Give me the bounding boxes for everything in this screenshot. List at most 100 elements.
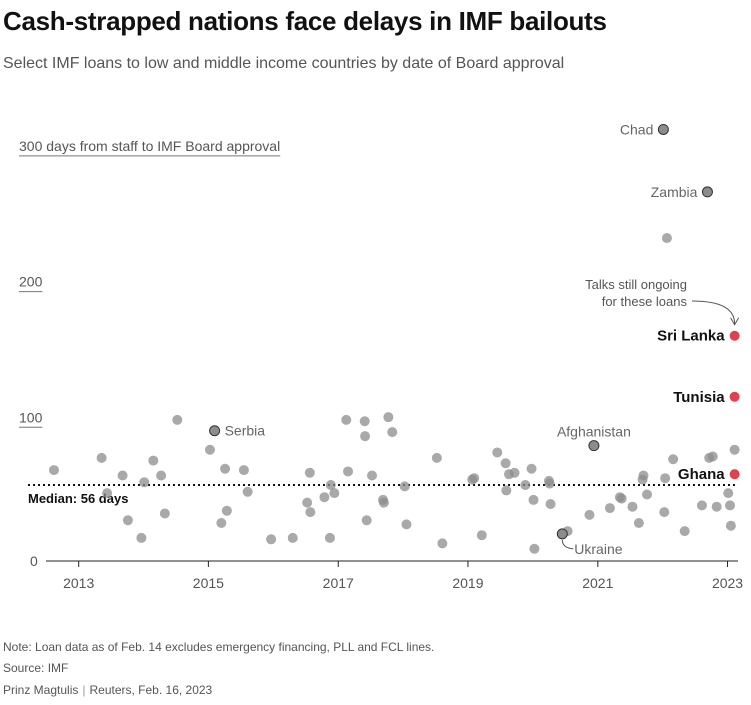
data-point <box>122 515 133 526</box>
data-point <box>287 532 298 543</box>
data-point <box>361 515 372 526</box>
data-point <box>616 493 627 504</box>
data-point <box>679 526 690 537</box>
data-point <box>360 431 371 442</box>
chart-title: Cash-strapped nations face delays in IMF… <box>3 6 607 36</box>
point-label: Sri Lanka <box>657 328 725 345</box>
data-point <box>329 488 340 499</box>
median-label: Median: 56 days <box>28 491 128 506</box>
data-point <box>324 532 335 543</box>
data-point <box>238 465 249 476</box>
data-point <box>305 507 316 518</box>
data-point <box>159 508 170 519</box>
data-point <box>661 233 672 244</box>
data-point <box>139 477 150 488</box>
data-point <box>325 480 336 491</box>
footer-source: Source: IMF <box>3 661 69 675</box>
data-point <box>520 480 531 491</box>
point-label: Ukraine <box>574 541 622 557</box>
data-point <box>204 444 215 455</box>
annotation-line1: Talks still ongoing <box>585 277 687 292</box>
data-point <box>707 451 718 462</box>
author-name: Prinz Magtulis <box>3 683 79 697</box>
data-point <box>48 465 59 476</box>
x-tick-label: 2015 <box>193 575 224 591</box>
data-point <box>545 499 556 510</box>
annotation-arrow <box>691 300 736 324</box>
data-point <box>725 520 736 531</box>
data-point <box>526 463 537 474</box>
data-point <box>476 530 487 541</box>
data-point <box>266 534 277 545</box>
point-label: Chad <box>620 121 653 137</box>
data-point <box>529 543 540 554</box>
data-point <box>556 528 568 540</box>
y-tick-label: 0 <box>30 553 38 569</box>
data-point <box>588 440 600 452</box>
credit-separator: | <box>82 683 86 697</box>
data-point <box>660 473 671 484</box>
chart-subtitle: Select IMF loans to low and middle incom… <box>3 55 565 72</box>
x-tick-label: 2023 <box>712 575 743 591</box>
data-point <box>668 454 679 465</box>
data-point <box>221 505 232 516</box>
ukraine-leader-line <box>561 539 574 550</box>
data-point <box>216 518 227 529</box>
data-point <box>399 481 410 492</box>
highlight-point <box>729 330 740 341</box>
data-point <box>469 473 480 484</box>
y-tick-label: 300 days from staff to IMF Board approva… <box>19 138 280 154</box>
data-point <box>659 507 670 518</box>
data-point <box>172 414 183 425</box>
data-point <box>387 427 398 438</box>
data-point <box>319 492 330 503</box>
data-point <box>343 466 354 477</box>
point-label: Afghanistan <box>557 424 631 440</box>
data-point <box>509 467 520 478</box>
data-point <box>117 470 128 481</box>
point-label: Ghana <box>678 466 725 483</box>
data-point <box>148 455 159 466</box>
data-point <box>102 488 113 499</box>
data-point <box>383 412 394 423</box>
x-tick-label: 2019 <box>452 575 483 591</box>
annotation-arrowhead <box>730 317 740 326</box>
data-point <box>528 494 539 505</box>
data-point <box>437 538 448 549</box>
data-point <box>696 500 707 511</box>
point-label: Serbia <box>225 423 266 439</box>
data-point <box>136 532 147 543</box>
x-tick-label: 2017 <box>323 575 354 591</box>
data-point <box>359 416 370 427</box>
publisher-credit: Reuters, Feb. 16, 2023 <box>89 683 213 697</box>
data-point <box>341 414 352 425</box>
footer-credit: Prinz Magtulis | Reuters, Feb. 16, 2023 <box>3 683 212 697</box>
data-point <box>633 518 644 529</box>
data-point <box>96 452 107 463</box>
y-tick-label: 100 <box>19 409 43 425</box>
data-point <box>501 485 512 496</box>
data-point <box>431 452 442 463</box>
data-point <box>242 486 253 497</box>
data-point <box>209 425 221 437</box>
data-point <box>156 470 167 481</box>
data-point <box>657 123 669 135</box>
x-tick-label: 2021 <box>582 575 613 591</box>
data-point <box>500 458 511 469</box>
data-point <box>367 470 378 481</box>
highlight-point <box>729 469 740 480</box>
data-point <box>604 503 615 514</box>
data-point <box>729 444 740 455</box>
data-point <box>638 470 649 481</box>
data-point <box>725 500 736 511</box>
data-point <box>584 509 595 520</box>
data-point <box>302 497 313 508</box>
data-point <box>304 467 315 478</box>
point-label: Tunisia <box>673 389 725 406</box>
data-point <box>544 478 555 489</box>
annotation-line2: for these loans <box>602 294 688 309</box>
data-point <box>378 497 389 508</box>
data-point <box>642 489 653 500</box>
highlight-point <box>729 391 740 402</box>
